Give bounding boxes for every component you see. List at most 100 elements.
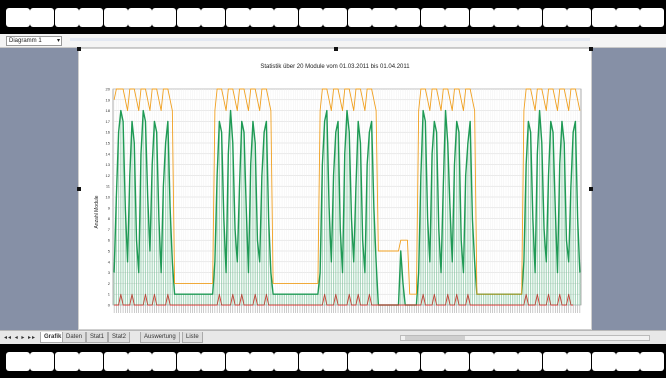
film-sprocket xyxy=(542,352,567,371)
sheet-background-right xyxy=(592,48,666,330)
y-tick-label: 13 xyxy=(106,162,111,167)
film-sprocket xyxy=(79,352,104,371)
film-sprocket xyxy=(201,352,226,371)
film-sprocket xyxy=(616,352,640,371)
film-sprocket xyxy=(298,8,323,27)
film-sprocket xyxy=(30,8,55,27)
tab-sheet-2[interactable]: Daten xyxy=(62,332,87,343)
film-sprocket xyxy=(6,8,30,27)
scrollbar-thumb[interactable] xyxy=(405,336,465,340)
y-tick-label: 1 xyxy=(108,292,111,297)
y-tick-label: 7 xyxy=(108,227,111,232)
formula-bar: Diagramm 1 ▾ xyxy=(0,34,666,48)
film-sprocket xyxy=(372,8,396,27)
film-sprocket xyxy=(79,8,104,27)
film-sprocket xyxy=(274,8,299,27)
name-box[interactable]: Diagramm 1 ▾ xyxy=(6,36,62,46)
y-tick-label: 18 xyxy=(106,108,111,113)
film-sprocket xyxy=(469,8,494,27)
film-sprocket xyxy=(152,8,177,27)
y-tick-label: 12 xyxy=(106,173,111,178)
film-sprocket xyxy=(347,352,372,371)
y-tick-label: 9 xyxy=(108,205,111,210)
tab-sheet-6[interactable]: Liste xyxy=(182,332,203,343)
film-sprocket xyxy=(176,352,201,371)
film-sprocket xyxy=(103,352,128,371)
formula-input[interactable] xyxy=(70,38,590,41)
film-sprocket xyxy=(542,8,567,27)
chart-title: Statistik über 20 Module vom 01.03.2011 … xyxy=(260,64,410,70)
series-line-3 xyxy=(114,293,574,306)
film-sprocket xyxy=(54,8,79,27)
y-tick-label: 5 xyxy=(108,249,111,254)
film-sprocket xyxy=(298,352,323,371)
film-sprocket xyxy=(225,8,250,27)
film-strip-bottom xyxy=(0,344,666,378)
film-strip-top xyxy=(0,0,666,34)
y-tick-label: 0 xyxy=(108,303,111,308)
y-tick-label: 20 xyxy=(106,87,111,92)
sheet-tab-bar: ◂◂ ◂ ▸ ▸▸ Grafik Daten Stat1 Stat2 Auswe… xyxy=(0,330,666,344)
film-sprocket xyxy=(347,8,372,27)
resize-handle-right[interactable] xyxy=(589,187,593,191)
y-tick-label: 16 xyxy=(106,130,111,135)
y-tick-label: 3 xyxy=(108,270,111,275)
film-sprocket xyxy=(518,8,543,27)
film-sprocket xyxy=(445,8,470,27)
film-sprocket xyxy=(591,352,616,371)
film-sprocket xyxy=(6,352,30,371)
y-tick-label: 15 xyxy=(106,141,111,146)
film-sprocket xyxy=(396,8,421,27)
y-tick-label: 17 xyxy=(106,119,111,124)
film-sprocket xyxy=(640,352,665,371)
film-sprocket xyxy=(323,8,348,27)
film-sprocket xyxy=(128,8,152,27)
film-sprocket xyxy=(420,352,445,371)
resize-handle-top[interactable] xyxy=(334,47,338,51)
horizontal-scrollbar[interactable] xyxy=(400,335,650,341)
film-sprocket xyxy=(640,8,665,27)
series-line-2 xyxy=(113,88,581,295)
tab-scroll-arrows-icon[interactable]: ◂◂ ◂ ▸ ▸▸ xyxy=(4,335,37,341)
resize-handle-top-right[interactable] xyxy=(589,47,593,51)
film-sprocket xyxy=(567,8,592,27)
resize-handle-top-left[interactable] xyxy=(77,47,81,51)
film-sprocket xyxy=(323,352,348,371)
tab-sheet-4[interactable]: Stat2 xyxy=(108,332,131,343)
tab-sheet-5[interactable]: Auswertung xyxy=(140,332,180,343)
film-sprocket xyxy=(274,352,299,371)
name-box-value: Diagramm 1 xyxy=(9,38,42,44)
resize-handle-left[interactable] xyxy=(77,187,81,191)
sheet-background-left xyxy=(0,48,78,330)
film-sprocket xyxy=(103,8,128,27)
film-sprocket xyxy=(420,8,445,27)
film-sprocket xyxy=(152,352,177,371)
y-tick-label: 6 xyxy=(108,238,111,243)
film-sprocket xyxy=(445,352,470,371)
film-sprocket xyxy=(518,352,543,371)
y-tick-label: 14 xyxy=(106,151,111,156)
film-sprocket xyxy=(469,352,494,371)
film-sprocket xyxy=(54,352,79,371)
film-sprocket xyxy=(176,8,201,27)
film-sprocket xyxy=(128,352,152,371)
y-tick-label: 19 xyxy=(106,97,111,102)
tab-sheet-3[interactable]: Stat1 xyxy=(86,332,109,343)
chart-area[interactable]: Statistik über 20 Module vom 01.03.2011 … xyxy=(77,47,593,330)
y-tick-label: 4 xyxy=(108,259,111,264)
y-tick-label: 2 xyxy=(108,281,111,286)
film-sprocket xyxy=(30,352,55,371)
film-sprocket xyxy=(225,352,250,371)
film-sprocket xyxy=(372,352,396,371)
y-tick-label: 11 xyxy=(106,184,111,189)
y-tick-label: 10 xyxy=(106,195,111,200)
film-sprocket xyxy=(591,8,616,27)
film-sprocket xyxy=(250,8,274,27)
chevron-down-icon[interactable]: ▾ xyxy=(56,38,60,44)
film-sprocket xyxy=(616,8,640,27)
spreadsheet-window: Diagramm 1 ▾ Statistik über 20 Module vo… xyxy=(0,34,666,344)
film-sprocket xyxy=(567,352,592,371)
film-sprocket xyxy=(494,8,518,27)
y-tick-label: 8 xyxy=(108,216,111,221)
